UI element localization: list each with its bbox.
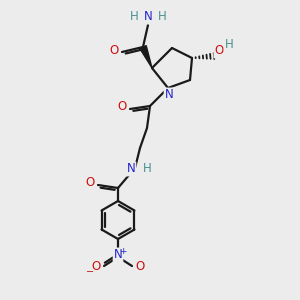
Text: N: N (165, 88, 173, 101)
Text: −: − (86, 267, 94, 277)
Polygon shape (140, 46, 152, 68)
Text: O: O (214, 44, 224, 58)
Text: N: N (114, 248, 122, 262)
Text: H: H (130, 11, 138, 23)
Text: +: + (119, 247, 127, 256)
Text: H: H (142, 163, 152, 176)
Text: O: O (85, 176, 94, 190)
Text: O: O (135, 260, 145, 274)
Text: N: N (127, 163, 135, 176)
Text: O: O (110, 44, 118, 56)
Text: O: O (117, 100, 127, 112)
Text: H: H (225, 38, 233, 50)
Text: O: O (92, 260, 100, 274)
Text: H: H (158, 11, 166, 23)
Text: N: N (144, 11, 152, 23)
